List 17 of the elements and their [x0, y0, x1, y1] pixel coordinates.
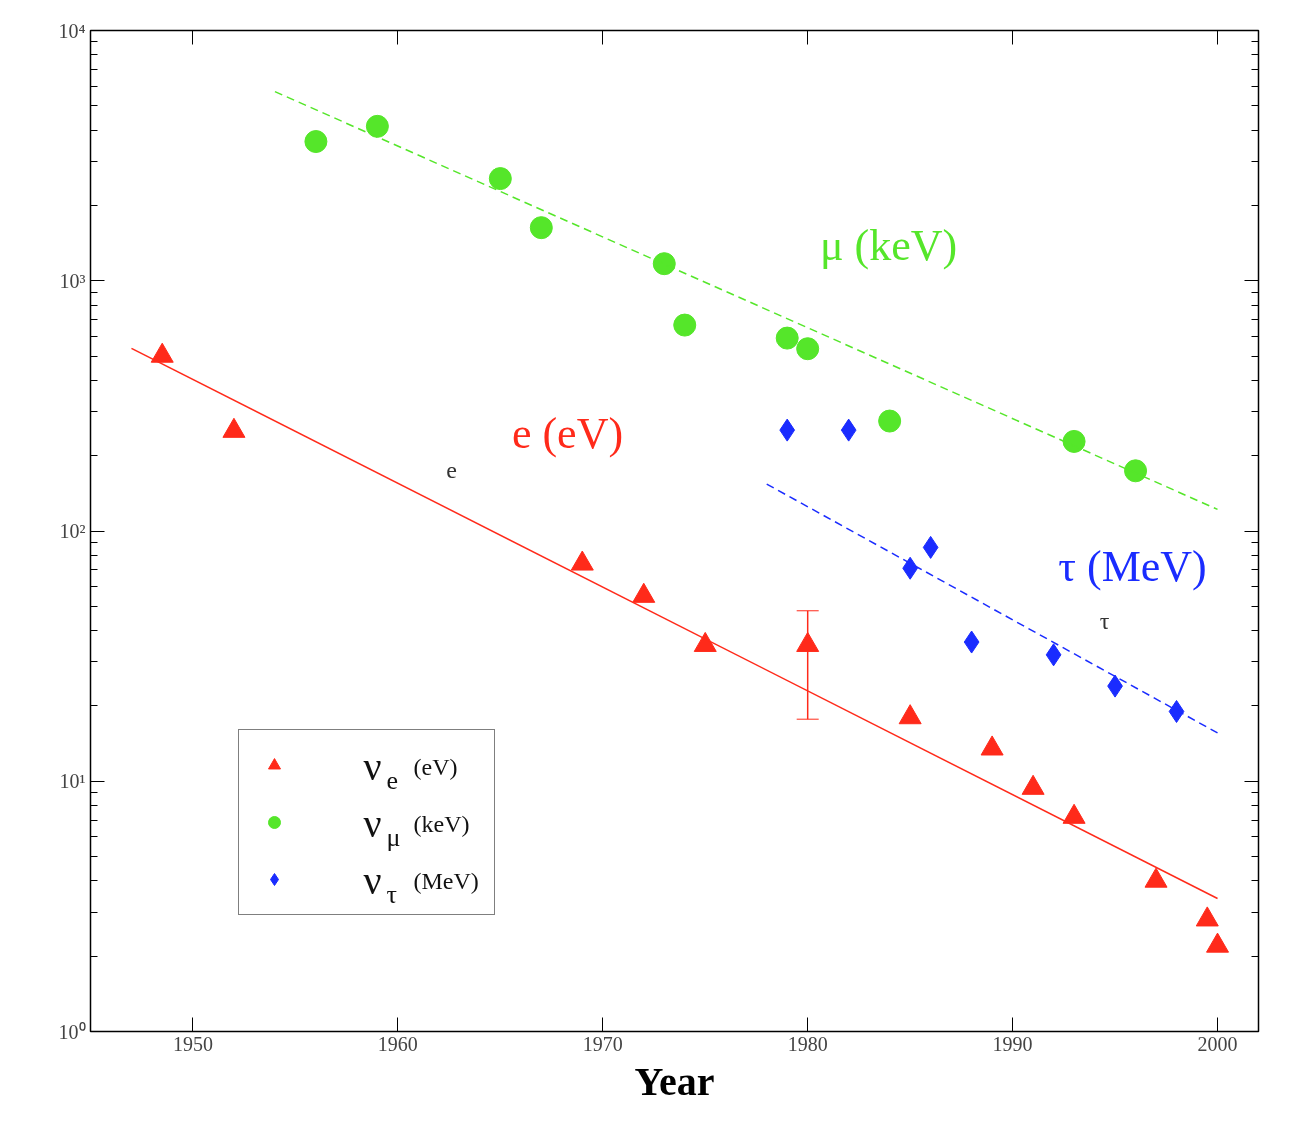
y-tick-label: 10⁰	[58, 1020, 86, 1043]
annotation: e (eV)	[511, 409, 624, 458]
annotation: e	[446, 457, 457, 483]
annotation: τ (MeV)	[1058, 542, 1207, 591]
y-tick-label: 10⁴	[58, 19, 86, 42]
x-tick-label: 1970	[582, 1032, 623, 1055]
x-tick-label: 1980	[787, 1032, 828, 1055]
x-tick-label: 1960	[377, 1032, 418, 1055]
annotation: τ	[1099, 607, 1110, 634]
x-tick-label: 1990	[992, 1032, 1033, 1055]
x-axis-title: Year	[634, 1058, 715, 1104]
y-tick-label: 10²	[59, 520, 86, 542]
y-tick-label: 10¹	[59, 770, 86, 793]
y-tick-label: 10³	[59, 269, 86, 292]
x-tick-label: 1950	[172, 1032, 213, 1055]
annotation: μ (keV)	[819, 221, 958, 270]
x-tick-label: 2000	[1197, 1032, 1238, 1055]
